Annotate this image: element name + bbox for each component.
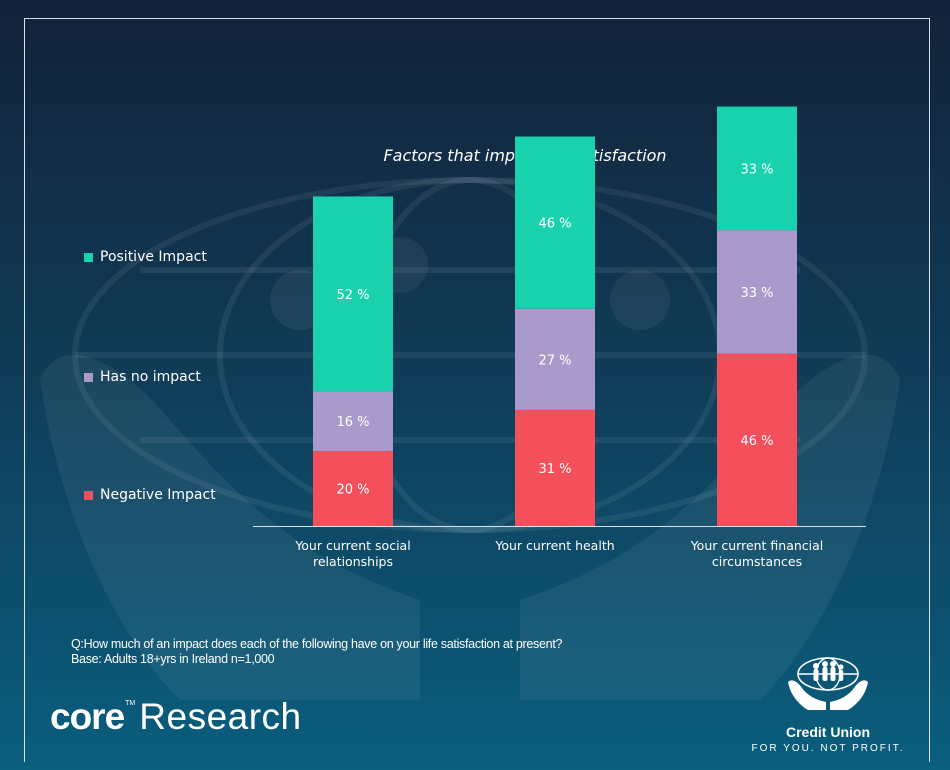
legend-label: Has no impact xyxy=(100,369,201,385)
slide-border xyxy=(24,18,930,762)
core-research-logo: core TM Research xyxy=(50,696,302,738)
bar-group: 20 % 16 % 52 % 31 % 27 % 46 % 46 % 33 % 33 % xyxy=(313,106,797,526)
survey-question: Q:How much of an impact does each of the… xyxy=(71,637,563,651)
legend-item: Has no impact xyxy=(84,369,201,385)
legend-swatch xyxy=(84,252,93,262)
category-label-line: Your current financial xyxy=(690,538,824,553)
trademark-mark: TM xyxy=(125,700,136,707)
research-logo-word: Research xyxy=(139,696,302,737)
bar-segment-negative-impact-2 xyxy=(515,409,595,526)
data-label: 52 % xyxy=(336,288,369,303)
bar-segment-positive-impact-3 xyxy=(717,106,797,231)
legend-label: Negative Impact xyxy=(100,487,216,503)
bar-segment-has-no-impact-2 xyxy=(515,308,595,410)
category-label: Your current financial circumstances xyxy=(667,538,847,570)
legend-item: Positive Impact xyxy=(84,249,207,265)
survey-base: Base: Adults 18+yrs in Ireland n=1,000 xyxy=(71,652,275,666)
legend-swatch xyxy=(84,490,93,500)
data-label: 27 % xyxy=(538,353,571,368)
category-label: Your current health xyxy=(465,538,645,554)
credit-union-tagline: FOR YOU. NOT PROFIT. xyxy=(751,743,905,754)
bar-segment-negative-impact-1 xyxy=(313,451,393,526)
data-label: 46 % xyxy=(740,434,773,449)
bar-segment-positive-impact-1 xyxy=(313,196,393,392)
data-label: 33 % xyxy=(740,162,773,177)
bar-segment-has-no-impact-1 xyxy=(313,391,393,452)
data-label: 16 % xyxy=(336,415,369,430)
core-logo-word: core xyxy=(50,696,125,737)
data-label: 31 % xyxy=(538,462,571,477)
credit-union-emblem-icon xyxy=(788,657,868,710)
category-label-line: Your current social xyxy=(295,538,411,553)
data-label: 20 % xyxy=(336,483,369,498)
bar-segment-negative-impact-3 xyxy=(717,353,797,526)
survey-notes: Q:How much of an impact does each of the… xyxy=(71,637,562,667)
bar-segment-positive-impact-2 xyxy=(515,136,595,309)
credit-union-logo: Credit Union FOR YOU. NOT PROFIT. xyxy=(733,648,923,754)
legend-label: Positive Impact xyxy=(100,249,207,265)
data-label: 46 % xyxy=(538,217,571,232)
credit-union-name: Credit Union xyxy=(786,724,870,740)
category-label-line: relationships xyxy=(313,554,393,569)
data-label: 33 % xyxy=(740,286,773,301)
legend-swatch xyxy=(84,372,93,382)
category-label: Your current social relationships xyxy=(263,538,443,570)
bar-segment-has-no-impact-3 xyxy=(717,230,797,354)
category-label-line: circumstances xyxy=(711,554,803,569)
category-label-line: Your current health xyxy=(495,538,615,553)
legend-item: Negative Impact xyxy=(84,487,216,503)
